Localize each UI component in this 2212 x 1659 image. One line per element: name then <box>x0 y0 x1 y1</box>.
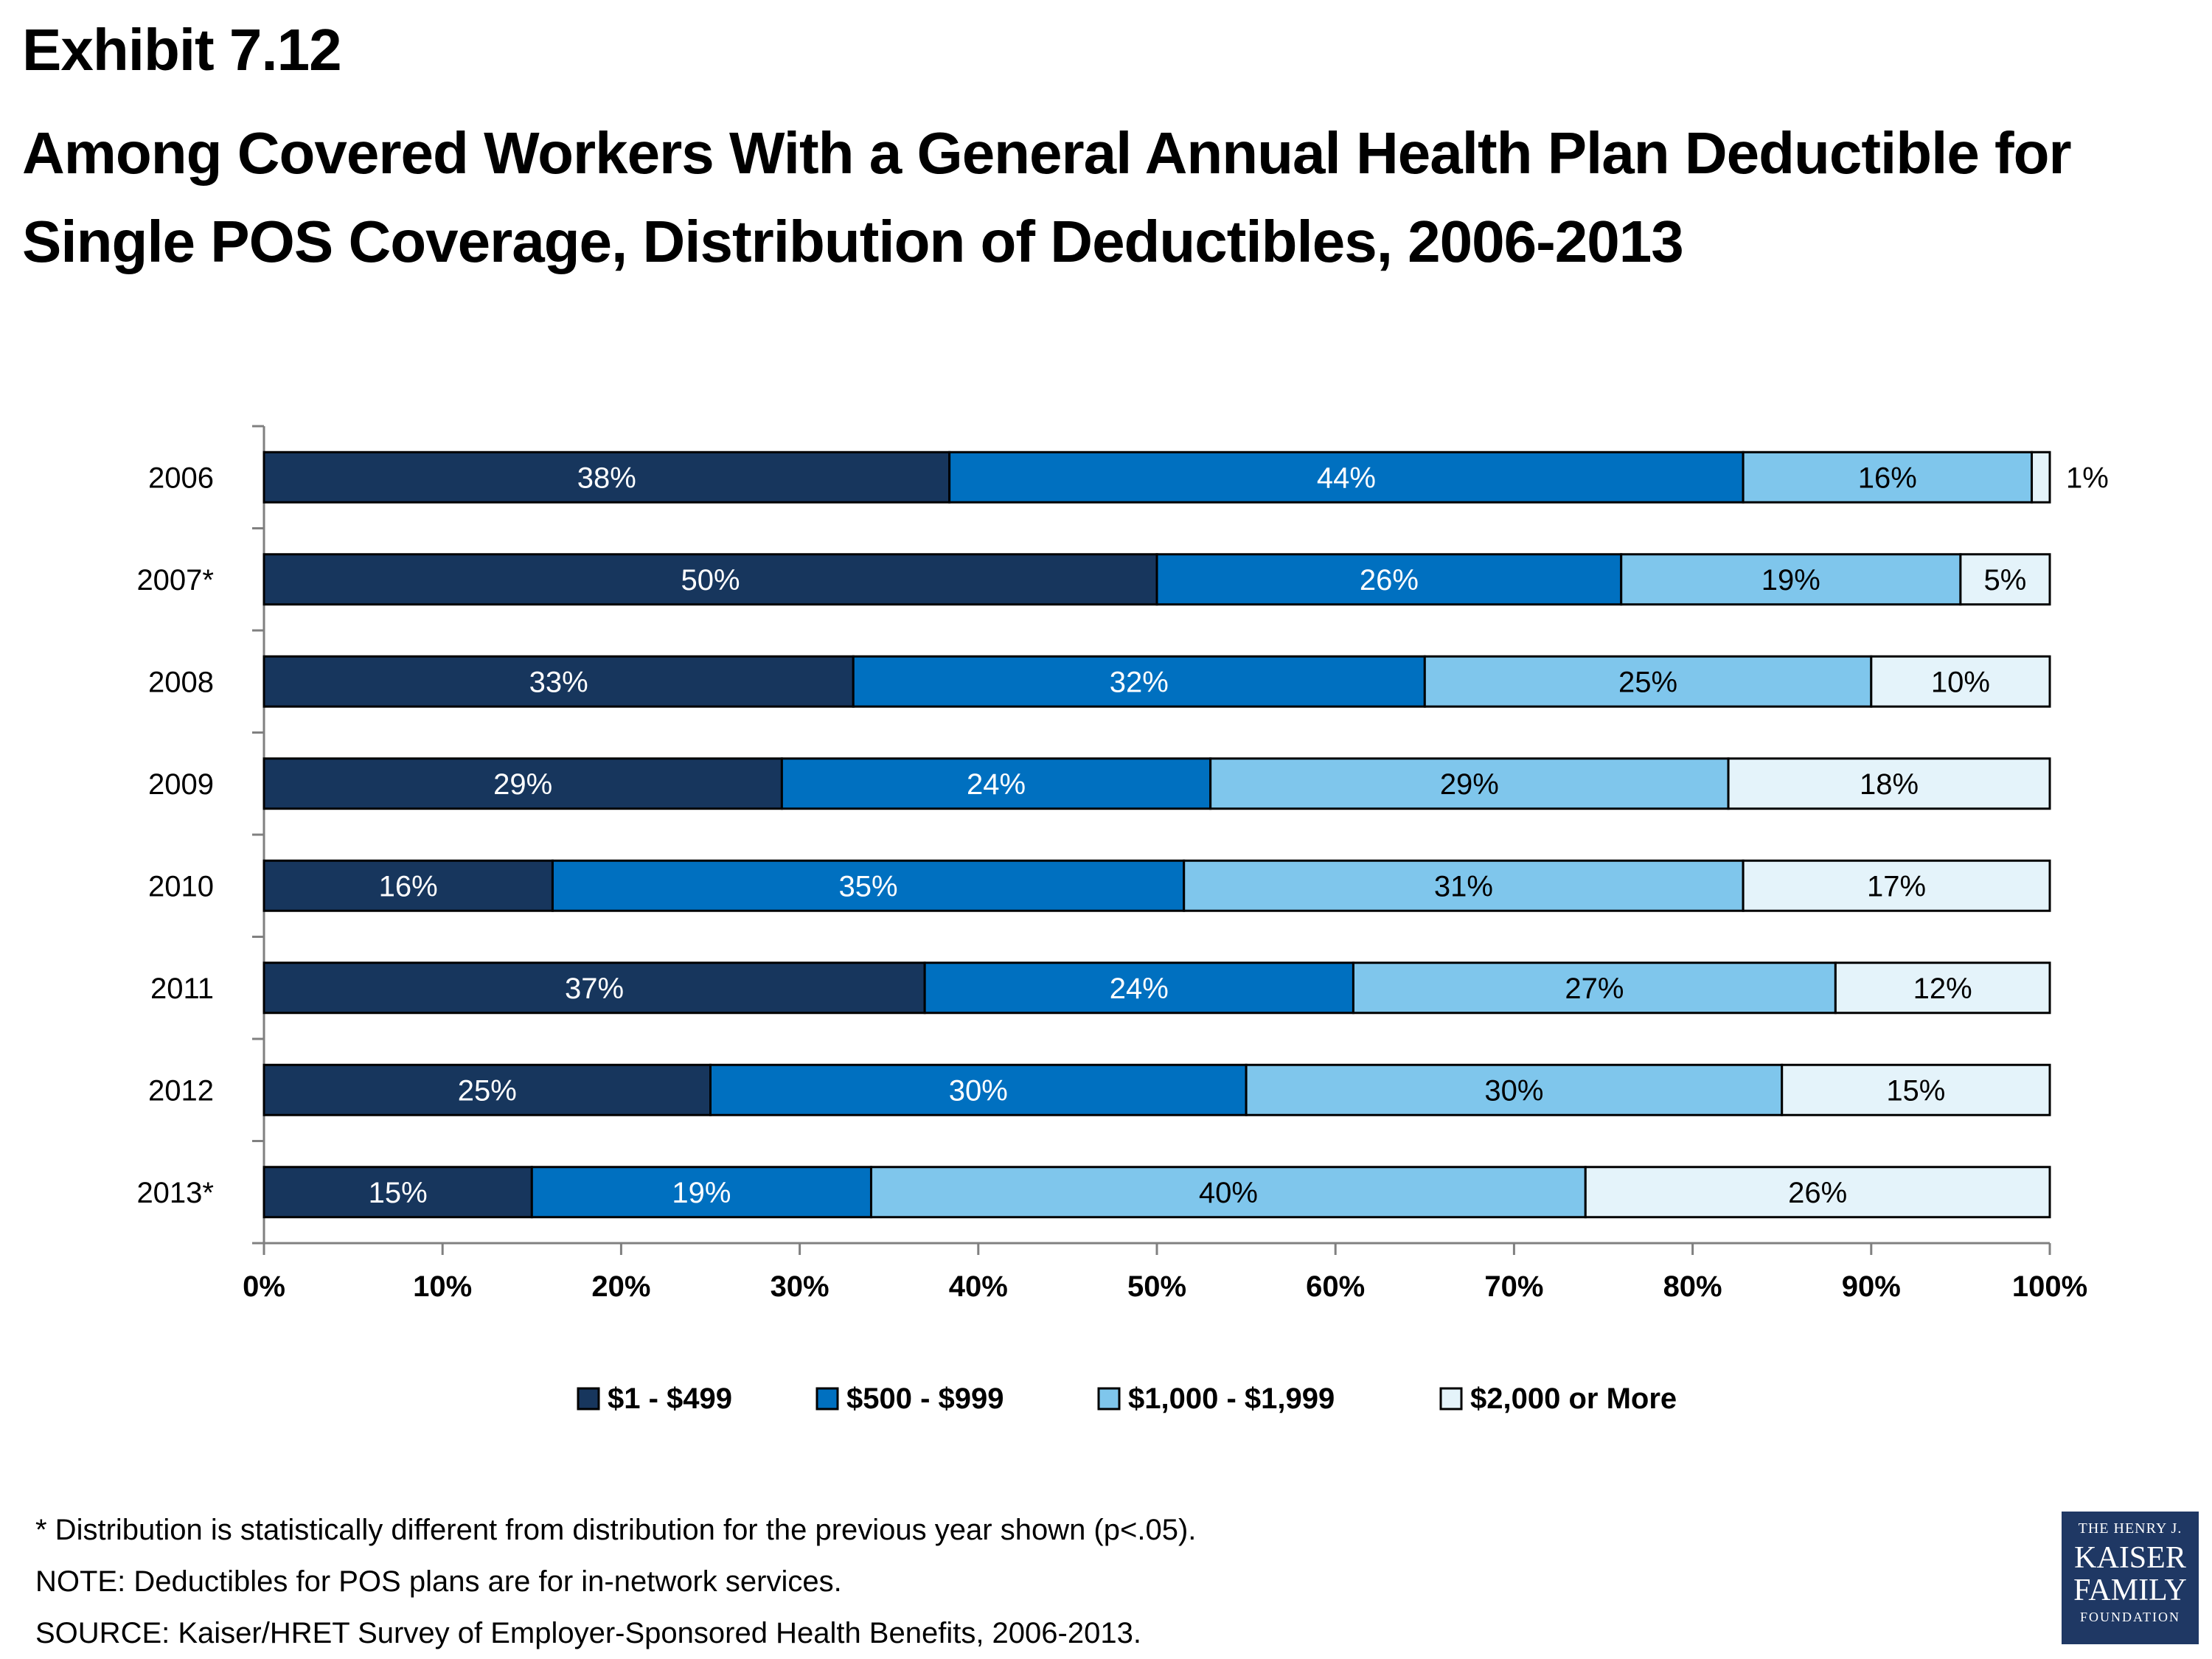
data-label: 16% <box>379 870 438 902</box>
data-label: 31% <box>1434 870 1493 902</box>
kff-logo: THE HENRY J. KAISER FAMILY FOUNDATION <box>2062 1512 2199 1644</box>
data-label: 38% <box>577 462 636 494</box>
data-label: 25% <box>1618 666 1677 698</box>
data-label: 12% <box>1913 973 1972 1005</box>
bar-segment <box>923 961 1354 1015</box>
legend-label: $500 - $999 <box>846 1382 1004 1415</box>
bar-segment <box>852 655 1426 708</box>
x-tick-label: 30% <box>771 1270 830 1303</box>
legend-label: $2,000 or More <box>1470 1382 1677 1415</box>
bar-segment <box>262 859 554 912</box>
y-category-label: 2009 <box>148 768 214 801</box>
x-tick-label: 0% <box>243 1270 285 1303</box>
data-label: 32% <box>1110 666 1169 698</box>
bar-segment <box>1584 1166 2051 1219</box>
bar-segment <box>262 961 926 1015</box>
data-label: 35% <box>839 870 898 902</box>
bar-segment <box>1183 859 1745 912</box>
data-label: 24% <box>1110 973 1169 1005</box>
data-label: 44% <box>1317 462 1376 494</box>
y-category-label: 2010 <box>148 870 214 902</box>
data-label: 19% <box>1761 564 1820 597</box>
data-label: 26% <box>1788 1177 1847 1209</box>
exhibit-number: Exhibit 7.12 <box>22 17 342 83</box>
bar-segment <box>262 757 783 810</box>
y-category-label: 2008 <box>148 666 214 698</box>
legend-swatch <box>577 1387 600 1411</box>
x-tick-label: 100% <box>2012 1270 2087 1303</box>
y-category-label: 2011 <box>150 973 214 1005</box>
bar-segment <box>530 1166 872 1219</box>
y-category-label: 2006 <box>148 462 214 494</box>
data-label: 26% <box>1360 564 1419 597</box>
data-label: 17% <box>1867 870 1926 902</box>
legend-swatch <box>1439 1387 1463 1411</box>
x-tick-label: 20% <box>591 1270 650 1303</box>
y-category-label: 2013* <box>136 1177 214 1209</box>
data-label: 37% <box>565 973 624 1005</box>
data-label: 50% <box>681 564 740 597</box>
note: NOTE: Deductibles for POS plans are for … <box>35 1565 842 1598</box>
bar-segment <box>1423 655 1873 708</box>
logo-line-3: FAMILY <box>2073 1573 2187 1607</box>
bar-segment <box>1209 757 1730 810</box>
data-label: 29% <box>1440 768 1499 801</box>
logo-line-1: THE HENRY J. <box>2078 1520 2183 1537</box>
data-label: 40% <box>1199 1177 1258 1209</box>
x-tick-label: 60% <box>1306 1270 1365 1303</box>
logo-line-2: KAISER <box>2074 1541 2186 1575</box>
logo-line-4: FOUNDATION <box>2080 1610 2180 1624</box>
x-tick-label: 10% <box>413 1270 472 1303</box>
bar-segment <box>1155 553 1623 606</box>
data-label: 15% <box>1886 1074 1945 1107</box>
data-label: 10% <box>1931 666 1990 698</box>
x-tick-label: 90% <box>1842 1270 1901 1303</box>
data-label: 30% <box>949 1074 1008 1107</box>
bar-segment <box>1727 757 2051 810</box>
bar-segment <box>262 1166 533 1219</box>
bar-segment <box>1870 655 2051 708</box>
stacked-bar-chart: 0% 10% 20% 30% 40% 50% 60% 70% 80% 90% 100% 2006 38%… <box>136 425 2109 1415</box>
y-category-label: 2012 <box>148 1074 214 1107</box>
bar-segment <box>780 757 1212 810</box>
data-label: 1% <box>2066 462 2109 494</box>
data-label: 19% <box>672 1177 731 1209</box>
data-label: 16% <box>1858 462 1917 494</box>
x-tick-label: 50% <box>1127 1270 1186 1303</box>
data-label: 30% <box>1484 1074 1543 1107</box>
x-tick-label: 70% <box>1484 1270 1543 1303</box>
bar-segment <box>869 1166 1587 1219</box>
bar-segment <box>1742 859 2051 912</box>
chart-title: Among Covered Workers With a General Ann… <box>22 120 2072 274</box>
bar-segment <box>551 859 1186 912</box>
legend-swatch <box>1097 1387 1121 1411</box>
bar-segment <box>1959 553 2051 606</box>
legend-label: $1,000 - $1,999 <box>1128 1382 1335 1415</box>
bar-segment <box>1352 961 1837 1015</box>
legend-swatch <box>815 1387 839 1411</box>
bar-segment <box>2031 451 2051 504</box>
y-category-label: 2007* <box>136 564 214 597</box>
bar-segment <box>1245 1063 1784 1116</box>
data-label: 33% <box>529 666 588 698</box>
bar-segment <box>1781 1063 2051 1116</box>
x-tick-label: 40% <box>949 1270 1008 1303</box>
x-tick-label: 80% <box>1663 1270 1722 1303</box>
data-label: 24% <box>967 768 1026 801</box>
data-label: 15% <box>369 1177 428 1209</box>
bar-segment <box>1742 451 2034 504</box>
data-label: 18% <box>1860 768 1919 801</box>
bar-segment <box>262 1063 712 1116</box>
footnote: * Distribution is statistically differen… <box>35 1514 1197 1546</box>
data-label: 25% <box>458 1074 517 1107</box>
bar-segment <box>1834 961 2051 1015</box>
data-label: 29% <box>493 768 552 801</box>
data-label: 27% <box>1565 973 1624 1005</box>
data-label: 5% <box>1984 564 2027 597</box>
legend-label: $1 - $499 <box>608 1382 732 1415</box>
source: SOURCE: Kaiser/HRET Survey of Employer-S… <box>35 1617 1141 1649</box>
bar-segment <box>262 451 951 504</box>
